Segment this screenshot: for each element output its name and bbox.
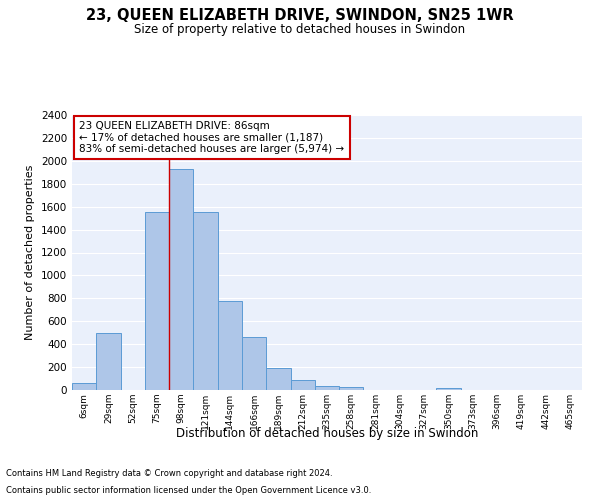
Bar [145,212,169,390]
Bar [266,368,290,390]
Bar [339,386,364,390]
Text: Size of property relative to detached houses in Swindon: Size of property relative to detached ho… [134,22,466,36]
Y-axis label: Number of detached properties: Number of detached properties [25,165,35,340]
Text: 23, QUEEN ELIZABETH DRIVE, SWINDON, SN25 1WR: 23, QUEEN ELIZABETH DRIVE, SWINDON, SN25… [86,8,514,22]
Bar [193,212,218,390]
Bar [242,336,266,390]
Bar [96,332,121,390]
Bar [290,380,315,390]
Bar [169,169,193,390]
Bar [218,300,242,390]
Text: Contains public sector information licensed under the Open Government Licence v3: Contains public sector information licen… [6,486,371,495]
Bar [315,386,339,390]
Bar [72,383,96,390]
Text: Distribution of detached houses by size in Swindon: Distribution of detached houses by size … [176,428,478,440]
Bar [436,388,461,390]
Text: 23 QUEEN ELIZABETH DRIVE: 86sqm
← 17% of detached houses are smaller (1,187)
83%: 23 QUEEN ELIZABETH DRIVE: 86sqm ← 17% of… [79,120,344,154]
Text: Contains HM Land Registry data © Crown copyright and database right 2024.: Contains HM Land Registry data © Crown c… [6,468,332,477]
